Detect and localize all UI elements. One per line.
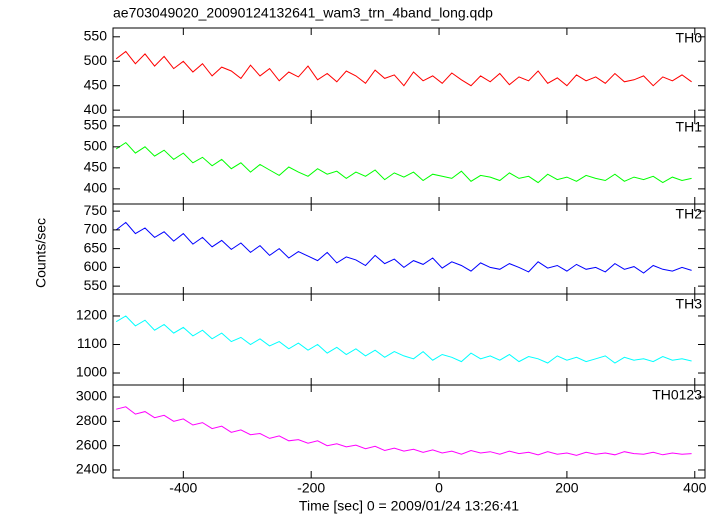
panel-frame [112, 27, 706, 118]
panel-frame [112, 116, 706, 205]
series-label: TH3 [676, 296, 703, 312]
y-tick-label: 450 [84, 159, 108, 175]
panel-frame [112, 384, 706, 479]
y-tick-label: 2600 [76, 436, 107, 452]
y-tick-label: 700 [84, 221, 108, 237]
y-tick-label: 550 [84, 28, 108, 44]
y-tick-label: 650 [84, 239, 108, 255]
series-label: TH0 [676, 30, 703, 46]
x-tick-label: 400 [683, 480, 707, 496]
y-axis-label: Counts/sec [33, 218, 49, 288]
y-tick-label: 550 [84, 277, 108, 293]
y-tick-label: 3000 [76, 388, 107, 404]
y-tick-label: 750 [84, 202, 108, 218]
series-label: TH2 [676, 206, 703, 222]
y-tick-label: 1100 [77, 335, 107, 351]
y-tick-label: 500 [84, 138, 108, 154]
x-tick-label: 0 [435, 480, 443, 496]
data-line [115, 50, 692, 87]
y-tick-label: 600 [84, 258, 108, 274]
x-tick-label: -400 [169, 480, 197, 496]
data-line [115, 315, 692, 364]
data-line [115, 141, 692, 184]
data-line [115, 221, 692, 274]
panel-frame [112, 203, 706, 295]
series-label: TH1 [676, 119, 703, 135]
y-tick-label: 450 [84, 76, 108, 92]
panel-frame [112, 293, 706, 386]
y-tick-label: 2800 [76, 412, 107, 428]
x-axis-label: Time [sec] 0 = 2009/01/24 13:26:41 [299, 498, 519, 514]
y-tick-label: 1000 [76, 364, 107, 380]
data-line [116, 406, 692, 456]
y-tick-label: 400 [84, 101, 108, 117]
y-tick-label: 2400 [76, 461, 107, 477]
y-tick-label: 400 [84, 180, 108, 196]
y-tick-label: 550 [84, 117, 108, 133]
x-tick-label: 200 [555, 480, 579, 496]
y-tick-label: 1200 [76, 307, 107, 323]
x-tick-label: -200 [297, 480, 325, 496]
series-label: TH0123 [652, 387, 702, 403]
y-tick-label: 500 [84, 52, 108, 68]
chart-title: ae703049020_20090124132641_wam3_trn_4ban… [113, 5, 493, 21]
